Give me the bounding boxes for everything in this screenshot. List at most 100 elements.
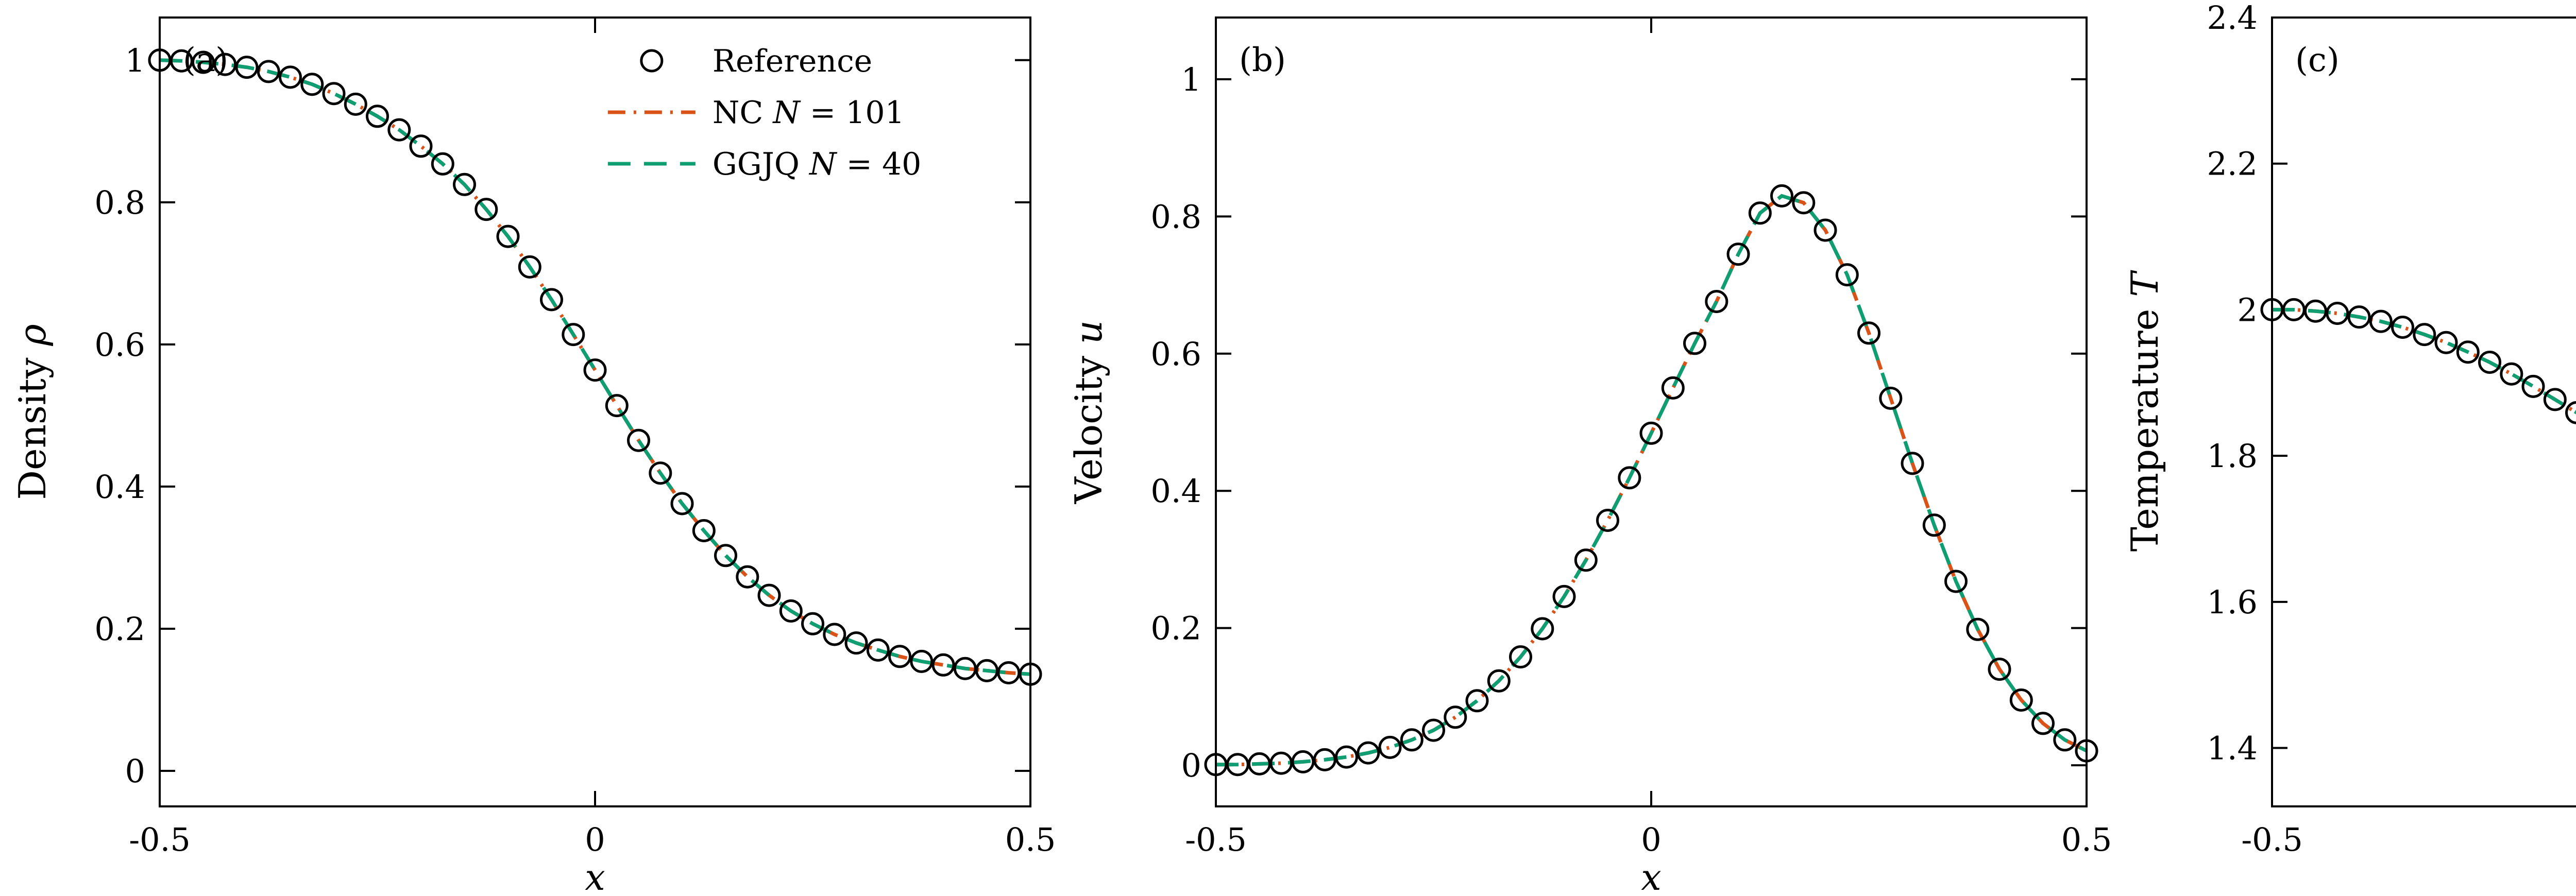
reference-marker — [1988, 658, 2011, 681]
reference-marker — [866, 638, 890, 662]
reference-marker — [1465, 689, 1489, 713]
reference-marker — [931, 653, 955, 677]
x-tick-label: 0 — [585, 821, 605, 858]
reference-marker — [300, 73, 324, 96]
nc-line — [2272, 307, 2576, 415]
reference-marker — [453, 173, 476, 196]
reference-marker — [1509, 645, 1532, 669]
reference-marker — [2304, 299, 2327, 323]
reference-marker — [714, 544, 737, 567]
reference-marker — [2391, 316, 2414, 339]
reference-marker — [1683, 332, 1706, 355]
reference-marker — [1966, 617, 1990, 641]
reference-marker — [431, 152, 454, 176]
panel-tag: (a) — [183, 41, 228, 79]
reference-marker — [692, 519, 716, 542]
reference-marker — [235, 56, 259, 79]
y-tick-label: 0.6 — [94, 326, 145, 364]
reference-markers — [2260, 298, 2576, 424]
reference-marker — [2347, 305, 2371, 329]
x-tick-label: 0.5 — [1005, 821, 1056, 858]
reference-marker — [1335, 745, 1358, 769]
plot-box — [159, 16, 1031, 807]
reference-marker — [910, 649, 934, 673]
y-tick-label: 2 — [2238, 291, 2258, 329]
reference-marker — [649, 461, 672, 485]
x-axis-label: x — [585, 856, 605, 896]
panel-b: -0.5 0 0.5 0 0.2 0.4 0.6 0.8 1 (b) Velocity u x — [1056, 0, 2112, 896]
ggjq-line — [2272, 307, 2576, 415]
reference-marker — [1400, 728, 1423, 752]
x-tick-label: -0.5 — [2241, 821, 2303, 858]
reference-marker — [540, 288, 563, 312]
reference-marker — [409, 134, 433, 158]
ggjq-line — [159, 58, 1031, 676]
reference-marker — [1901, 452, 1924, 475]
reference-marker — [1835, 263, 1859, 287]
reference-marker — [1661, 376, 1685, 400]
x-tick-label: -0.5 — [1185, 821, 1247, 858]
legend-item: GGJQ N = 40 — [607, 146, 921, 182]
legend-item: NC N = 101 — [607, 95, 905, 131]
reference-marker — [1639, 421, 1663, 445]
reference-marker — [2031, 712, 2055, 735]
reference-marker — [1378, 735, 1402, 759]
panel-b-svg: -0.5 0 0.5 0 0.2 0.4 0.6 0.8 1 (b) Velocity u x — [1067, 16, 2112, 896]
y-tick-label: 1.6 — [2207, 583, 2258, 621]
reference-marker — [583, 358, 607, 382]
reference-markers — [1204, 184, 2098, 777]
x-axis-label: x — [1641, 856, 1661, 896]
y-tick-label: 2.4 — [2207, 0, 2258, 37]
reference-marker — [279, 65, 302, 89]
reference-marker — [975, 659, 998, 682]
reference-marker — [670, 492, 694, 515]
reference-marker — [562, 323, 585, 347]
reference-marker — [2413, 323, 2436, 347]
reference-marker — [1770, 184, 1793, 208]
reference-marker — [2456, 340, 2480, 364]
reference-marker — [823, 623, 846, 646]
reference-marker — [779, 599, 803, 623]
reference-marker — [1705, 290, 1728, 313]
reference-marker — [2565, 401, 2576, 424]
y-tick-label: 1.4 — [2207, 730, 2258, 767]
reference-marker — [1422, 718, 1445, 742]
reference-marker — [1857, 321, 1880, 345]
reference-marker — [888, 645, 911, 668]
reference-marker — [1726, 243, 1750, 266]
nc-line — [1216, 194, 2088, 767]
reference-marker — [518, 255, 541, 279]
reference-marker — [1596, 509, 1619, 532]
plot-box — [1215, 16, 2088, 807]
reference-marker — [1291, 750, 1315, 773]
reference-marker — [605, 394, 629, 418]
panel-a: -0.5 0 0.5 0 0.2 0.4 0.6 0.8 1 Reference NC N = 10… — [0, 0, 1056, 896]
reference-marker — [322, 82, 346, 106]
reference-marker — [2500, 362, 2523, 386]
reference-marker — [1444, 705, 1467, 729]
legend-label: GGJQ N = 40 — [713, 146, 921, 182]
reference-marker — [2543, 388, 2567, 411]
y-tick-label: 0 — [125, 752, 145, 790]
ggjq-line — [1216, 194, 2088, 767]
reference-marker — [2053, 728, 2077, 752]
panel-c: -0.500.51.41.61.822.22.4(c)Temperature T… — [2112, 0, 2576, 896]
legend-item: Reference — [640, 43, 872, 79]
reference-markers — [148, 48, 1042, 686]
reference-marker — [1792, 191, 1816, 215]
reference-marker — [2434, 331, 2458, 354]
y-tick-label: 0.4 — [94, 468, 145, 506]
y-tick-label: 0.2 — [1150, 610, 1201, 647]
panel-a-svg: -0.5 0 0.5 0 0.2 0.4 0.6 0.8 1 Reference NC N = 10… — [11, 16, 1056, 896]
plot-box — [2271, 16, 2576, 807]
panel-tag: (c) — [2295, 41, 2340, 79]
reference-marker — [2009, 688, 2033, 712]
reference-marker — [1618, 466, 1641, 490]
reference-marker — [757, 583, 781, 607]
reference-marker — [627, 428, 650, 452]
y-axis-label: Temperature T — [2123, 270, 2166, 552]
y-axis-label: Density ρ — [11, 324, 54, 500]
y-tick-label: 1 — [125, 42, 145, 79]
panel-tag: (b) — [1239, 41, 1286, 79]
